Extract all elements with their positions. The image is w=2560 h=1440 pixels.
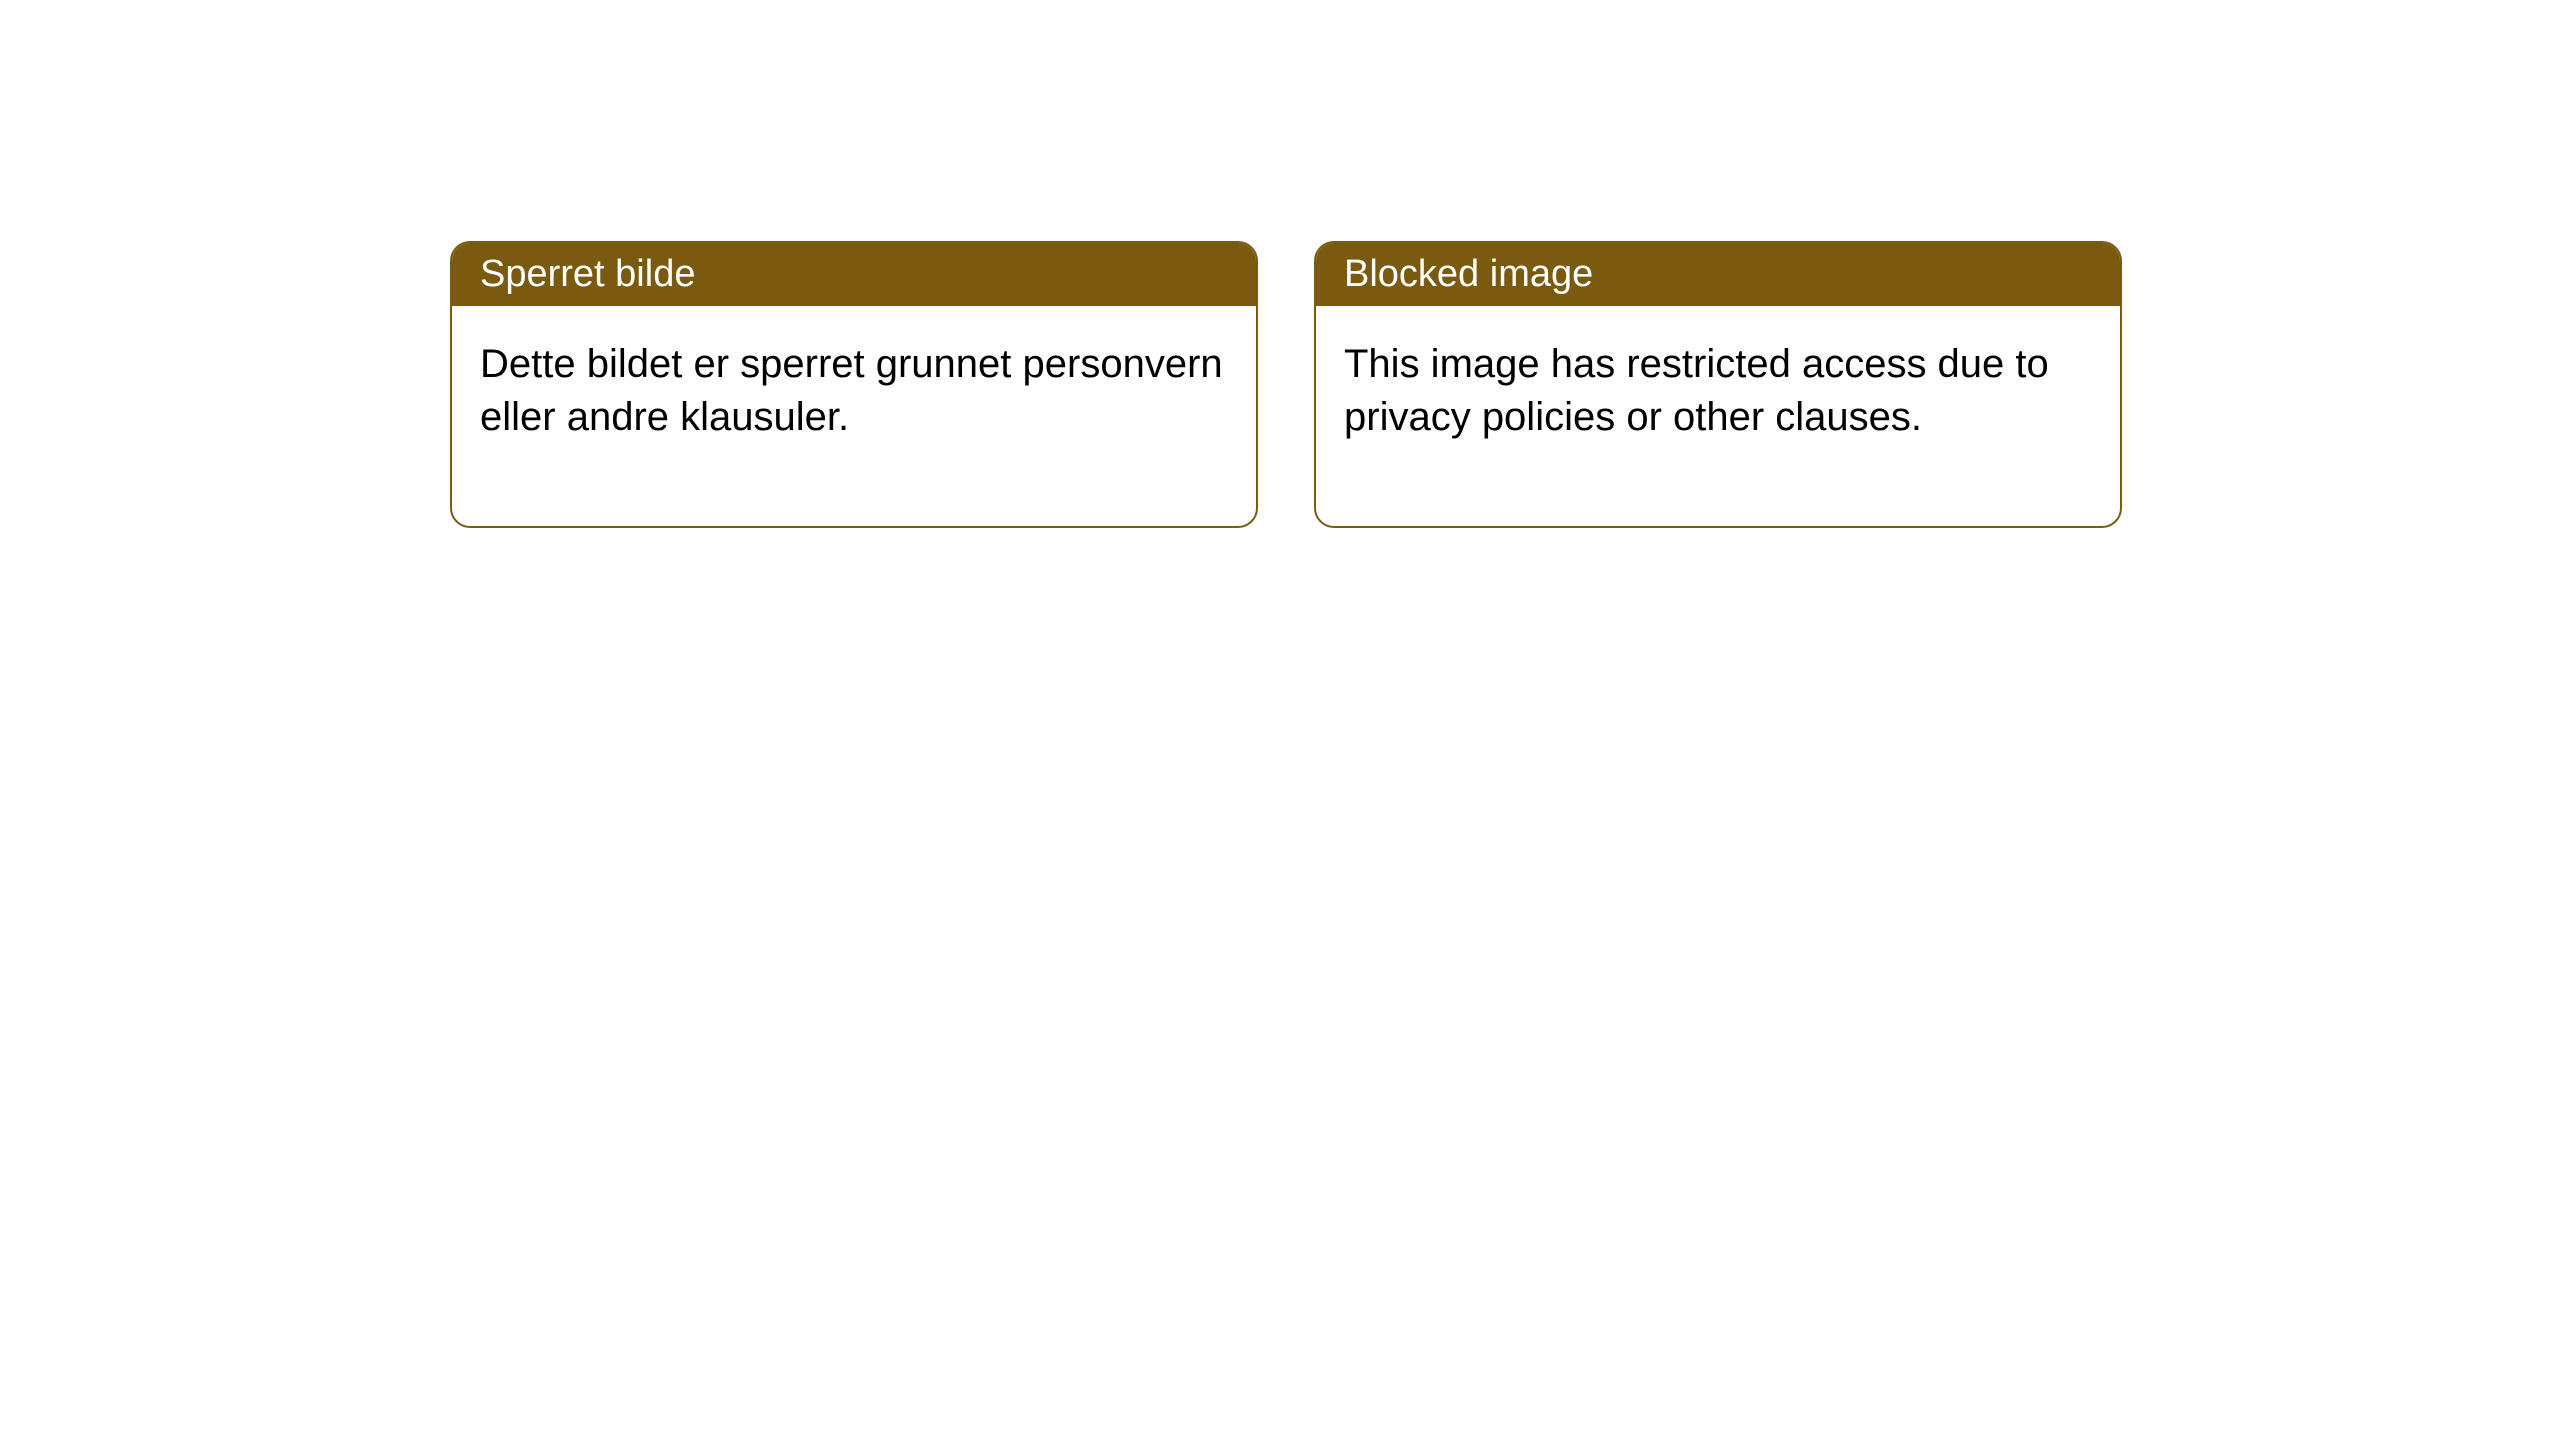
card-body: This image has restricted access due to …: [1316, 306, 2120, 526]
notice-container: Sperret bilde Dette bildet er sperret gr…: [0, 0, 2560, 528]
card-header: Blocked image: [1316, 243, 2120, 306]
card-message: Dette bildet er sperret grunnet personve…: [480, 342, 1223, 439]
notice-card-english: Blocked image This image has restricted …: [1314, 241, 2122, 528]
notice-card-norwegian: Sperret bilde Dette bildet er sperret gr…: [450, 241, 1258, 528]
card-header: Sperret bilde: [452, 243, 1256, 306]
card-title: Sperret bilde: [480, 253, 695, 295]
card-title: Blocked image: [1344, 253, 1593, 295]
card-message: This image has restricted access due to …: [1344, 342, 2049, 439]
card-body: Dette bildet er sperret grunnet personve…: [452, 306, 1256, 526]
